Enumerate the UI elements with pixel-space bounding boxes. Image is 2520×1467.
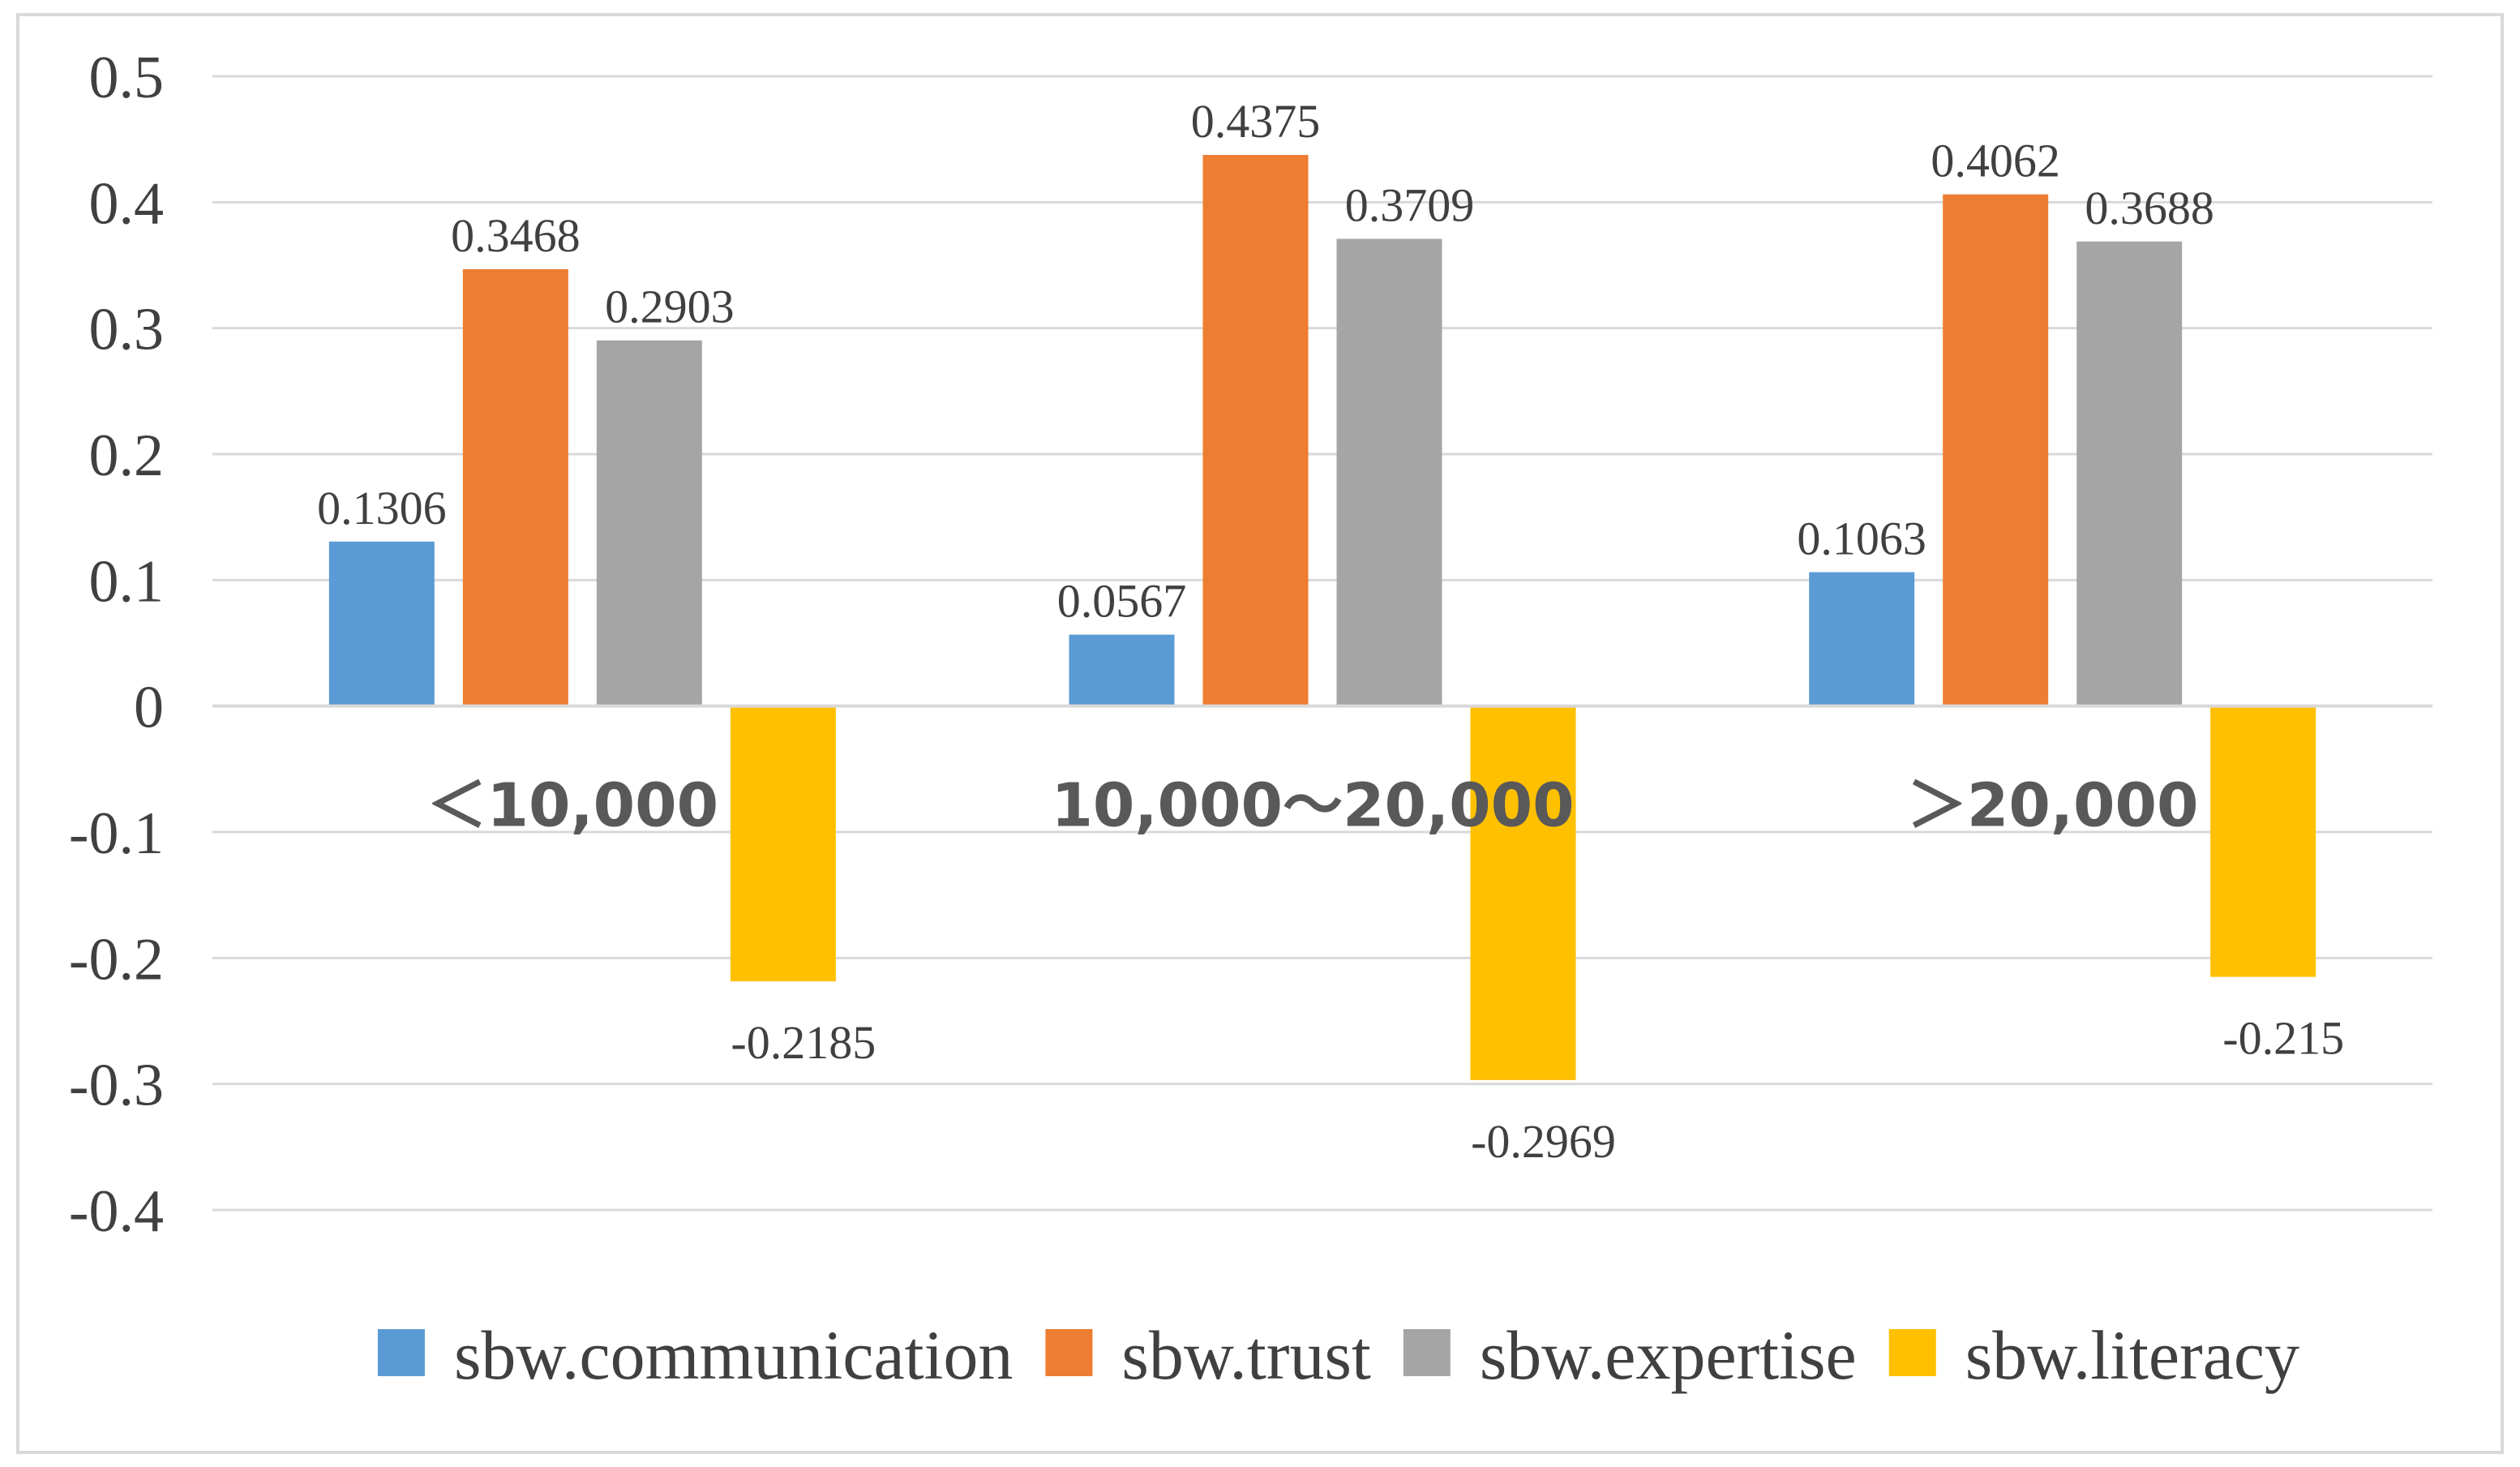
data-label: 0.4062 bbox=[1931, 135, 2060, 187]
legend-item: sbw.trust bbox=[1045, 1316, 1371, 1394]
legend-swatch bbox=[1888, 1329, 1936, 1376]
y-tick-label: 0.4 bbox=[89, 170, 165, 237]
category-label: ＜10,000 bbox=[427, 771, 719, 841]
y-tick-label: 0.5 bbox=[89, 45, 165, 111]
bar-sbw-literacy bbox=[2210, 706, 2316, 977]
y-tick-label: -0.1 bbox=[69, 800, 164, 867]
y-tick-label: -0.3 bbox=[69, 1053, 164, 1119]
legend-swatch bbox=[1403, 1329, 1451, 1376]
bar-sbw-trust bbox=[462, 268, 568, 706]
data-label: -0.2185 bbox=[731, 1016, 876, 1069]
data-label: 0.3709 bbox=[1345, 179, 1475, 232]
bar-sbw-communication bbox=[1069, 634, 1175, 706]
y-tick-label: -0.2 bbox=[69, 926, 164, 993]
data-label: 0.0567 bbox=[1057, 575, 1187, 628]
y-axis-ticks: 0.5 0.4 0.3 0.2 0.1 0 -0.1 -0.2 -0.3 -0.4 bbox=[69, 45, 164, 1245]
bar-sbw-literacy bbox=[730, 706, 836, 982]
bar-sbw-communication bbox=[328, 541, 435, 706]
bar-sbw-expertise bbox=[1336, 238, 1442, 706]
data-label: 0.2903 bbox=[605, 281, 735, 333]
category-label: 10,000～20,000 bbox=[1051, 771, 1574, 841]
legend-label: sbw.expertise bbox=[1480, 1316, 1857, 1394]
y-tick-label: 0.1 bbox=[89, 548, 165, 615]
legend-label: sbw.communication bbox=[454, 1316, 1013, 1394]
bar-sbw-trust bbox=[1202, 155, 1309, 706]
bar-sbw-trust bbox=[1943, 194, 2049, 706]
y-tick-label: 0.2 bbox=[89, 423, 165, 489]
category-label: ＞20,000 bbox=[1907, 771, 2199, 841]
data-labels: 0.1306 0.0567 0.1063 0.3468 0.4375 0.4062 0.29… bbox=[317, 95, 2344, 1168]
bar-sbw-expertise bbox=[2076, 241, 2183, 706]
legend-label: sbw.literacy bbox=[1965, 1316, 2299, 1394]
bar-sbw-communication bbox=[1809, 572, 1915, 706]
y-tick-label: 0.3 bbox=[89, 297, 165, 363]
data-label: -0.215 bbox=[2222, 1012, 2344, 1065]
legend-swatch bbox=[1045, 1329, 1093, 1376]
legend-label: sbw.trust bbox=[1121, 1316, 1370, 1394]
y-tick-label: 0 bbox=[134, 675, 164, 741]
y-tick-label: -0.4 bbox=[69, 1178, 164, 1245]
bar-sbw-literacy bbox=[1470, 706, 1576, 1080]
data-label: 0.1063 bbox=[1797, 513, 1926, 565]
category-labels: ＜10,000 10,000～20,000 ＞20,000 bbox=[427, 771, 2199, 841]
legend-item: sbw.expertise bbox=[1403, 1316, 1857, 1394]
data-label: 0.4375 bbox=[1191, 95, 1321, 148]
data-label: 0.3468 bbox=[451, 209, 581, 262]
bar-sbw-expertise bbox=[596, 340, 702, 706]
data-label: 0.1306 bbox=[317, 482, 447, 534]
bars bbox=[328, 155, 2316, 1080]
legend-item: sbw.literacy bbox=[1888, 1316, 2299, 1394]
legend: sbw.communication sbw.trust sbw.expertise s… bbox=[377, 1316, 2299, 1394]
legend-item: sbw.communication bbox=[377, 1316, 1013, 1394]
data-label: -0.2969 bbox=[1471, 1115, 1616, 1168]
data-label: 0.3688 bbox=[2085, 182, 2214, 234]
legend-swatch bbox=[377, 1329, 425, 1376]
